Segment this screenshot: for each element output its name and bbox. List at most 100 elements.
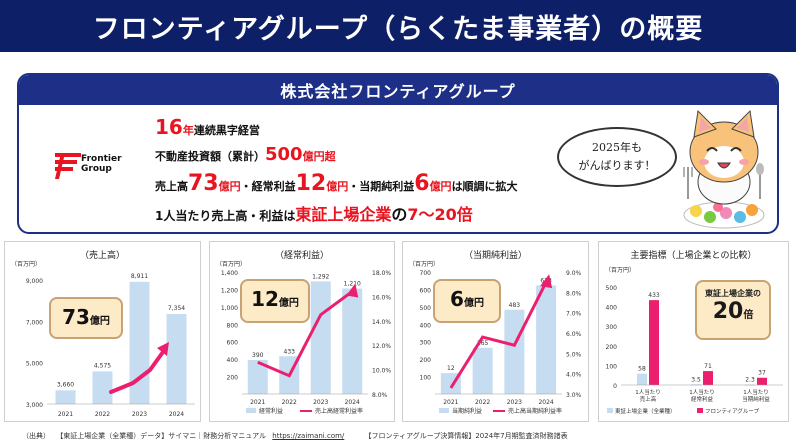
legend-label: フロンティアグループ bbox=[705, 407, 760, 415]
bar-value-label: 58 bbox=[638, 366, 646, 373]
unit-label: （百万円） bbox=[216, 261, 246, 268]
bar-value-label: 4,575 bbox=[94, 362, 111, 369]
y2-tick-label: 8.0% bbox=[566, 290, 582, 297]
y-tick-label: 100 bbox=[606, 363, 618, 370]
ratio-line-arrowhead bbox=[540, 274, 553, 289]
bar-value-label: 433 bbox=[284, 348, 296, 355]
chart-panel-sales: （売上高） （百万円） 3,000 5,000 7,000 9,000 3,660 2021… bbox=[4, 241, 201, 422]
y2-tick-label: 14.0% bbox=[372, 319, 391, 326]
bar bbox=[342, 288, 363, 394]
bar bbox=[247, 360, 268, 394]
bar-value-label: 3.5 bbox=[691, 376, 701, 383]
y-tick-label: 200 bbox=[227, 375, 239, 382]
sales-chart: （百万円） 3,000 5,000 7,000 9,000 3,660 2021 4,575 2… bbox=[11, 261, 195, 418]
chart-title: （経常利益） bbox=[274, 251, 329, 261]
footer-label: （出典） bbox=[22, 432, 50, 440]
trend-arrow-head bbox=[157, 342, 169, 356]
bar-value-label: 7,354 bbox=[168, 305, 185, 312]
legend-label: 売上高当期純利益率 bbox=[508, 407, 562, 415]
logo-text: Frontier Group bbox=[81, 154, 122, 174]
sales-callout: 73 億円 bbox=[49, 297, 123, 339]
footer-sources: （出典） 【東証上場企業（全業種）データ】サイマニ｜財務分析マニュアル http… bbox=[22, 431, 572, 441]
callout-number: 20 bbox=[712, 299, 744, 324]
legend-label: 売上高経常利益率 bbox=[315, 407, 363, 415]
y2-tick-label: 3.0% bbox=[566, 392, 582, 399]
bubble-line1: 2025年も bbox=[592, 141, 642, 154]
y2-tick-label: 12.0% bbox=[372, 343, 391, 350]
bar bbox=[649, 300, 659, 385]
callout-unit: 億円 bbox=[463, 298, 484, 309]
hl3-ordinary-label: ・経常利益 bbox=[240, 180, 296, 193]
legend-label: 経常利益 bbox=[259, 407, 283, 415]
y-tick-label: 3,000 bbox=[26, 402, 43, 409]
hl3-sales-number: 73 bbox=[188, 171, 219, 196]
callout-unit: 億円 bbox=[278, 298, 299, 309]
callout-number: 73 bbox=[62, 305, 90, 329]
footer-url-link[interactable]: https://zaimani.com/ bbox=[272, 432, 345, 440]
highlight-years-profitable: 16年連続黒字経営 bbox=[155, 115, 260, 139]
y2-tick-label: 18.0% bbox=[372, 270, 391, 277]
y-tick-label: 300 bbox=[606, 324, 618, 331]
ratio-line bbox=[449, 281, 548, 389]
hl3-ordinary-number: 12 bbox=[295, 171, 327, 196]
y-tick-label: 400 bbox=[227, 357, 239, 364]
bar bbox=[166, 314, 187, 404]
x-tick-label: 2022 bbox=[475, 399, 490, 406]
callout-unit: 億円 bbox=[89, 316, 110, 327]
y-tick-label: 400 bbox=[420, 322, 432, 329]
y-tick-label: 800 bbox=[227, 322, 239, 329]
y-tick-label: 1,200 bbox=[221, 287, 238, 294]
y-tick-label: 9,000 bbox=[26, 278, 43, 285]
x-tick-label: 2023 bbox=[313, 399, 328, 406]
unit-label: （百万円） bbox=[11, 261, 41, 268]
y2-tick-label: 4.0% bbox=[566, 372, 582, 379]
bar bbox=[472, 347, 493, 394]
y2-tick-label: 9.0% bbox=[566, 270, 582, 277]
bar bbox=[536, 285, 557, 394]
y2-tick-label: 10.0% bbox=[372, 368, 391, 375]
hl2-text: 不動産投資額（累計） bbox=[155, 150, 265, 163]
ratio-line bbox=[257, 290, 354, 378]
hl3-sales-label: 売上高 bbox=[155, 180, 188, 193]
highlight-per-capita: 1人当たり売上高・利益は東証上場企業の7〜20倍 bbox=[155, 201, 473, 225]
bar-value-label: 37 bbox=[758, 370, 766, 377]
bar-value-label: 12 bbox=[447, 365, 455, 372]
y-tick-label: 1,400 bbox=[221, 270, 238, 277]
legend-swatch-bar bbox=[246, 408, 256, 413]
callout-number: 12 bbox=[251, 287, 279, 311]
callout-label: 東証上場企業の bbox=[705, 289, 761, 298]
y-tick-label: 5,000 bbox=[26, 361, 43, 368]
bar-value-label: 71 bbox=[704, 363, 712, 370]
y-tick-label: 100 bbox=[420, 375, 432, 382]
frontier-logo-icon bbox=[55, 153, 81, 179]
ordinary-profit-callout: 12 億円 bbox=[240, 279, 310, 323]
x-tick-label: 当期純利益 bbox=[742, 395, 770, 403]
chart-panel-comparison: 主要指標（上場企業との比較） （百万円） 0 100 200 300 400 500 58 43… bbox=[598, 241, 789, 422]
footer-source-1: 【東証上場企業（全業種）データ】サイマニ｜財務分析マニュアル bbox=[56, 432, 267, 440]
y-tick-label: 7,000 bbox=[26, 319, 43, 326]
x-tick-label: 2024 bbox=[345, 399, 360, 406]
bar bbox=[129, 281, 150, 404]
x-tick-label: 2023 bbox=[132, 411, 147, 418]
hl3-net-unit: 億円 bbox=[429, 180, 452, 193]
net-profit-chart: （百万円） 100 200 300 400 500 600 700 3.0% 4.0% 5.0% 6.… bbox=[409, 261, 582, 415]
x-tick-label: 1人当たり bbox=[743, 388, 769, 396]
bar bbox=[637, 373, 647, 385]
footer-source-2: 【フロンティアグループ決算情報】2024年7月期監査済財務諸表 bbox=[364, 432, 568, 440]
bar-value-label: 433 bbox=[648, 292, 660, 299]
bar-value-label: 3,660 bbox=[57, 381, 74, 388]
hl2-unit: 億円超 bbox=[302, 150, 336, 163]
x-tick-label: 売上高 bbox=[640, 395, 657, 403]
unit-label: （百万円） bbox=[409, 261, 439, 268]
cat-mascot-icon bbox=[683, 109, 765, 229]
bar bbox=[703, 371, 713, 385]
callout-unit: 倍 bbox=[743, 310, 754, 321]
page-title: フロンティアグループ（らくたま事業者）の概要 bbox=[92, 13, 704, 45]
y-tick-label: 1,000 bbox=[221, 305, 238, 312]
highlight-financials: 売上高73億円・経常利益12億円・当期純利益6億円は順調に拡大 bbox=[155, 171, 518, 196]
x-tick-label: 2022 bbox=[282, 399, 297, 406]
chart-title: 主要指標（上場企業との比較） bbox=[630, 251, 757, 261]
x-tick-label: 2023 bbox=[507, 399, 522, 406]
y-tick-label: 300 bbox=[420, 340, 432, 347]
company-card: 株式会社フロンティアグループ Frontier Group 16年連続黒字経営 … bbox=[17, 73, 779, 234]
